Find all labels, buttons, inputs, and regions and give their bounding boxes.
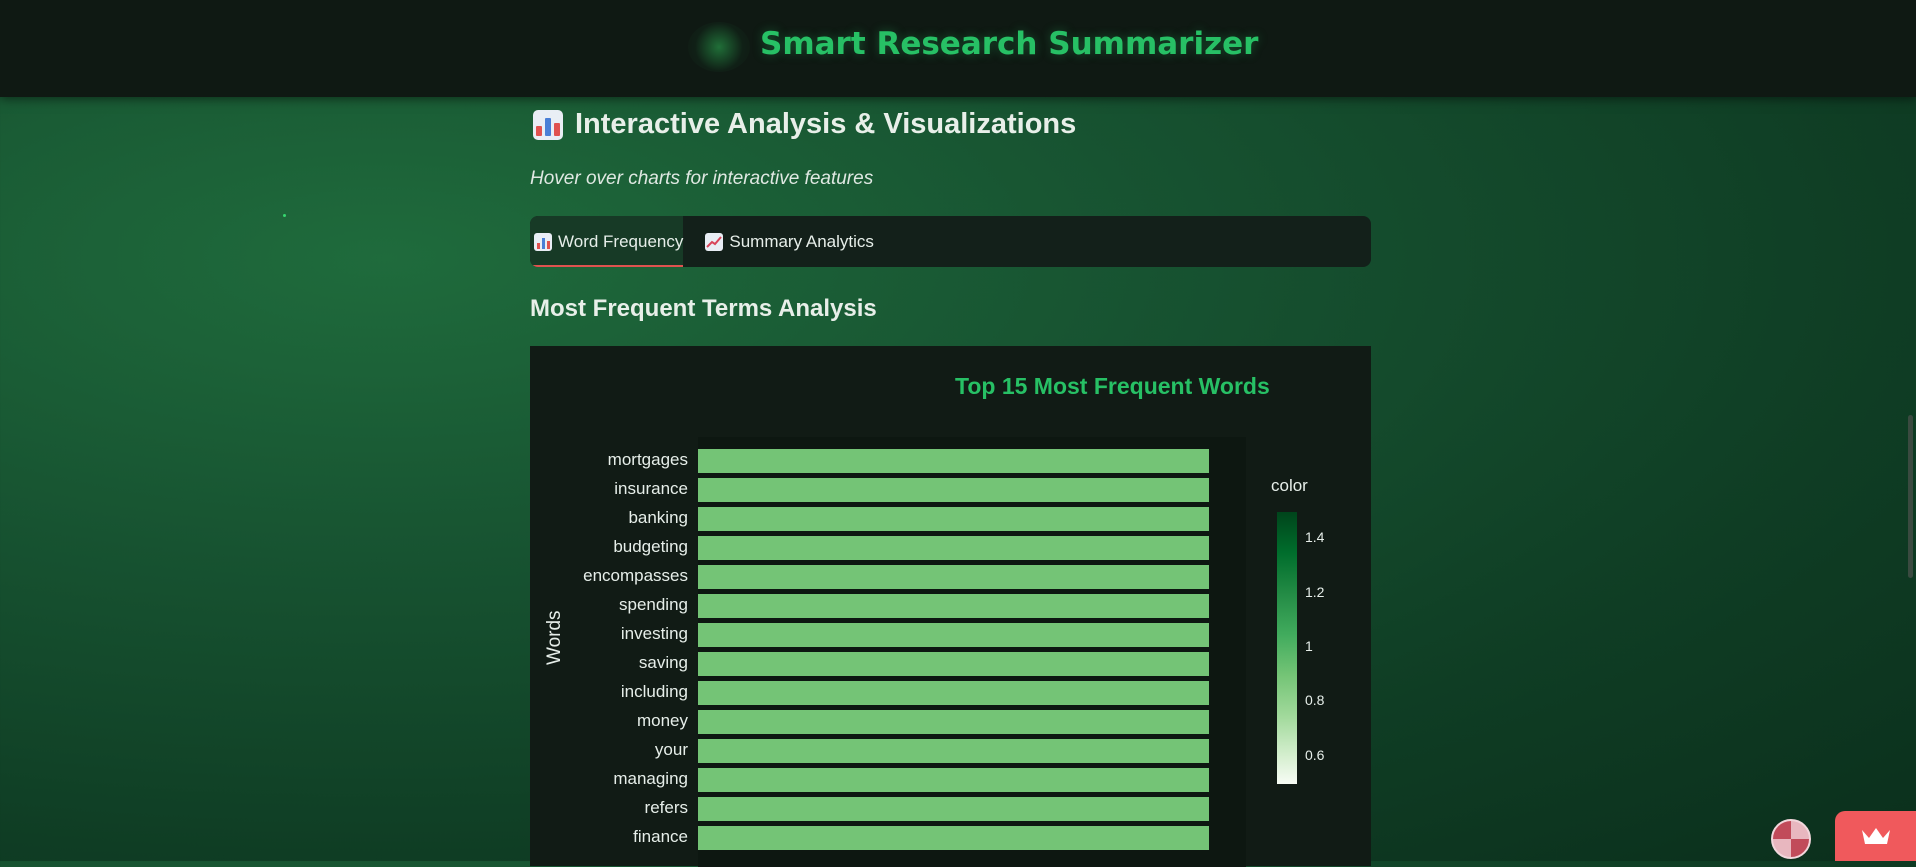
user-avatar[interactable]	[1771, 819, 1811, 859]
bar-mortgages[interactable]	[698, 449, 1209, 473]
section-header: Interactive Analysis & Visualizations	[533, 108, 1076, 141]
colorbar-tick: 1.4	[1305, 529, 1325, 545]
page-scrollbar[interactable]	[1908, 415, 1913, 578]
y-tick-label: investing	[620, 624, 688, 643]
bar-investing[interactable]	[698, 623, 1209, 647]
bar-refers[interactable]	[698, 797, 1209, 821]
y-tick-label: including	[620, 682, 688, 701]
sparkle-decoration	[283, 214, 286, 217]
y-tick-label: money	[636, 711, 688, 730]
colorbar-tick: 0.6	[1305, 747, 1325, 763]
colorbar	[1277, 512, 1297, 784]
tab-label: Word Frequency	[558, 231, 684, 251]
crown-icon	[1861, 828, 1890, 844]
app-logo-glow	[688, 22, 750, 72]
y-tick-label: spending	[618, 595, 688, 614]
bar-finance[interactable]	[698, 826, 1209, 850]
y-tick-label: your	[654, 740, 688, 759]
tab-bar: Word Frequency Summary Analytics	[530, 216, 1371, 267]
y-tick-label: saving	[638, 653, 688, 672]
line-chart-icon	[705, 232, 724, 251]
colorbar-tick: 0.8	[1305, 692, 1325, 708]
chart-title: Top 15 Most Frequent Words	[955, 373, 1270, 399]
bar-including[interactable]	[698, 681, 1209, 705]
tab-word-frequency[interactable]: Word Frequency	[530, 216, 684, 267]
bar-your[interactable]	[698, 739, 1209, 763]
y-tick-label: budgeting	[613, 537, 688, 556]
bar-banking[interactable]	[698, 507, 1209, 531]
bar-budgeting[interactable]	[698, 536, 1209, 560]
tab-label: Summary Analytics	[729, 231, 874, 251]
section-subtitle: Hover over charts for interactive featur…	[530, 168, 874, 189]
y-tick-label: mortgages	[607, 450, 688, 469]
bar-encompasses[interactable]	[698, 565, 1209, 589]
tab-summary-analytics[interactable]: Summary Analytics	[701, 216, 878, 267]
bar-chart-icon	[534, 232, 552, 251]
subsection-title: Most Frequent Terms Analysis	[530, 295, 877, 322]
streamlit-crown-button[interactable]	[1835, 811, 1916, 861]
y-tick-label: encompasses	[583, 566, 688, 585]
bar-insurance[interactable]	[698, 478, 1209, 502]
bar-saving[interactable]	[698, 652, 1209, 676]
y-tick-label: banking	[628, 508, 688, 527]
y-tick-label: finance	[633, 827, 688, 846]
section-title: Interactive Analysis & Visualizations	[575, 108, 1077, 140]
colorbar-tick: 1	[1305, 638, 1313, 654]
y-tick-label: refers	[644, 798, 688, 817]
bar-spending[interactable]	[698, 594, 1209, 618]
y-tick-label: managing	[613, 769, 688, 788]
bar-managing[interactable]	[698, 768, 1209, 792]
app-title: Smart Research Summarizer	[760, 26, 1259, 62]
top-header: Smart Research Summarizer	[0, 0, 1916, 97]
colorbar-title: color	[1271, 476, 1308, 495]
y-tick-labels: mortgages insurance banking budgeting encomp…	[548, 0, 688, 861]
y-tick-label: insurance	[614, 479, 688, 498]
colorbar-tick: 1.2	[1305, 584, 1325, 600]
bar-money[interactable]	[698, 710, 1209, 734]
bar-chart-icon	[533, 109, 563, 140]
